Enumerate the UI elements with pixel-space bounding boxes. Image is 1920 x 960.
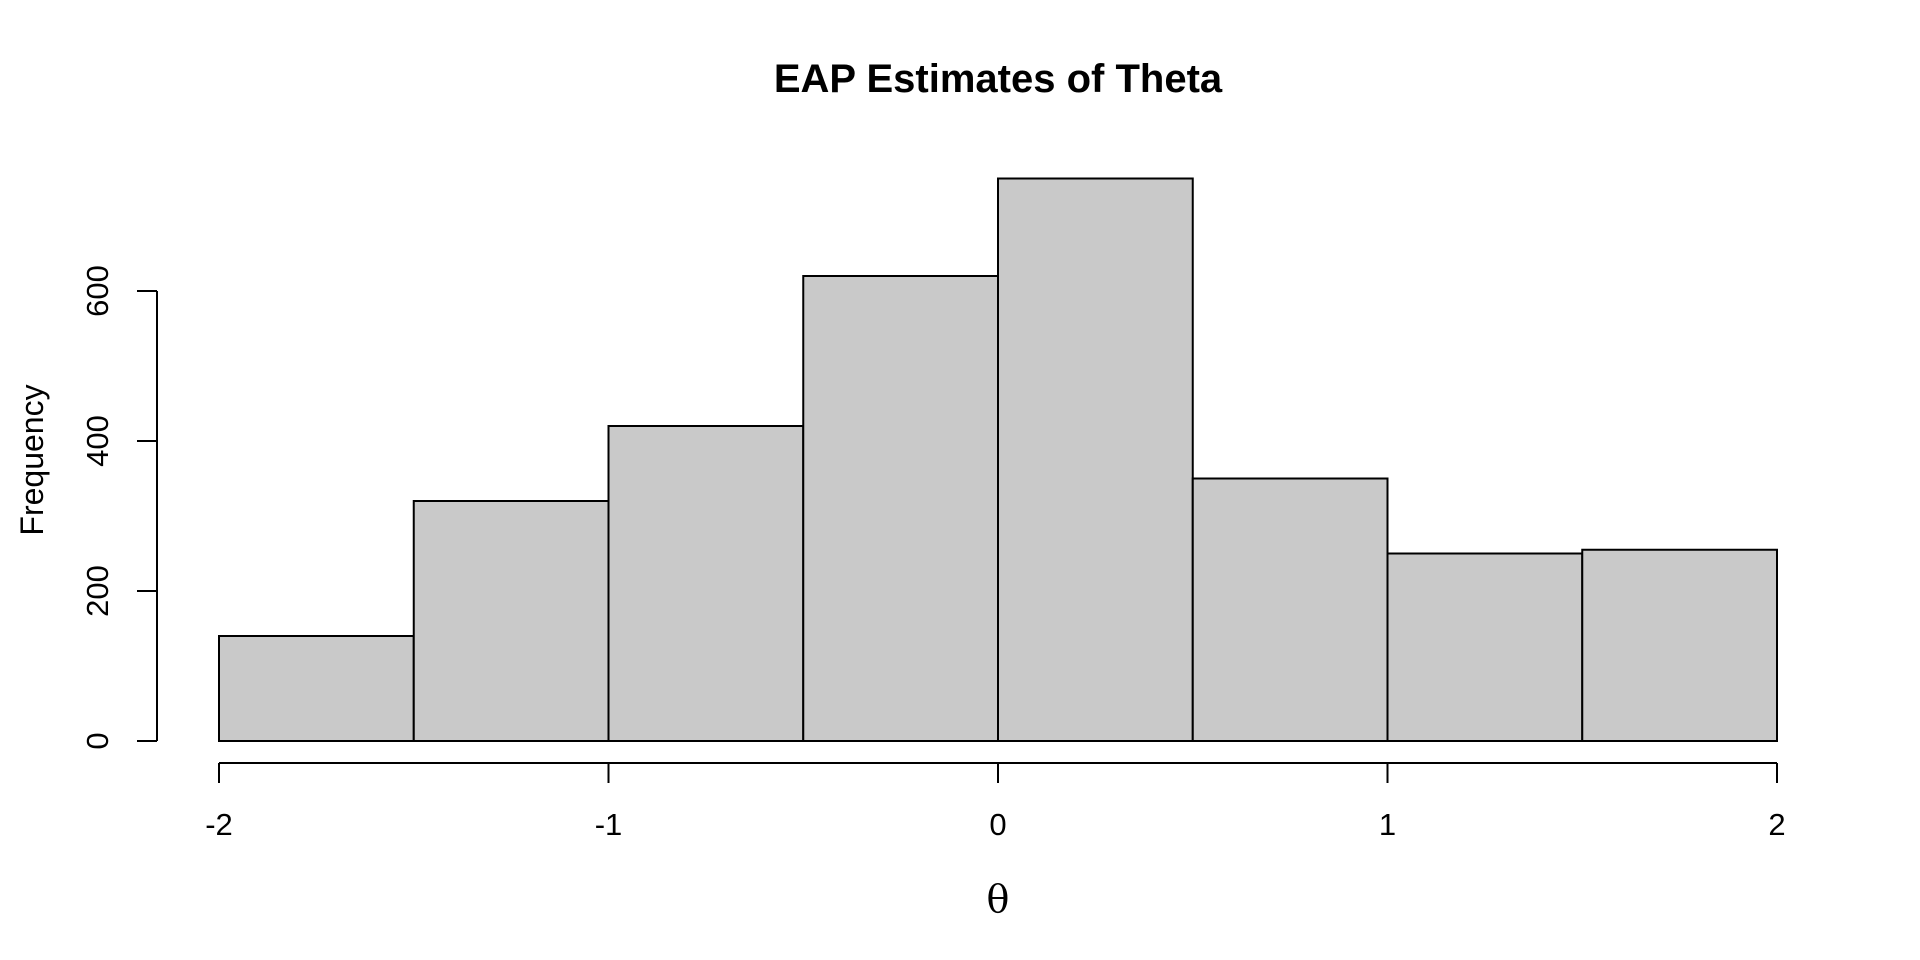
x-tick-label: 1 (1379, 807, 1396, 842)
x-axis: -2 -1 0 1 2 (205, 762, 1786, 842)
x-axis-label: θ (987, 877, 1010, 921)
y-tick-label: 200 (80, 565, 115, 617)
histogram-bar (1191, 477, 1389, 742)
x-tick-label: 0 (989, 807, 1006, 842)
histogram-bar (802, 275, 999, 742)
histogram-bar (1581, 548, 1778, 742)
histogram-bar (997, 177, 1194, 742)
x-tick-label: 2 (1768, 807, 1785, 842)
histogram-bar (607, 425, 805, 742)
histogram-bar (412, 500, 610, 742)
y-axis: 0 200 400 600 (80, 265, 158, 750)
y-tick-label: 400 (80, 415, 115, 467)
y-tick-label: 0 (80, 732, 115, 749)
chart-title: EAP Estimates of Theta (774, 57, 1223, 101)
x-tick-label: -2 (205, 807, 233, 842)
histogram-bar (218, 635, 415, 742)
histogram-bars (218, 177, 1778, 742)
y-axis-label: Frequency (14, 384, 50, 535)
x-tick-label: -1 (595, 807, 623, 842)
y-tick-label: 600 (80, 265, 115, 317)
histogram-bar (1386, 552, 1584, 742)
